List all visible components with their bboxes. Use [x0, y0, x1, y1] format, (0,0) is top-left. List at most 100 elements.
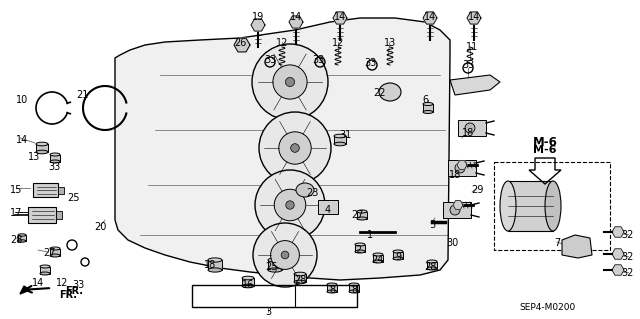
Polygon shape: [333, 12, 347, 24]
Ellipse shape: [294, 272, 306, 276]
Ellipse shape: [294, 280, 306, 284]
Text: 14: 14: [334, 12, 346, 22]
Text: 18: 18: [449, 170, 461, 180]
Ellipse shape: [373, 253, 383, 256]
Ellipse shape: [334, 134, 346, 138]
Circle shape: [281, 251, 289, 259]
Ellipse shape: [208, 268, 222, 272]
Bar: [334, 136, 346, 144]
Bar: [427, 262, 437, 269]
Bar: [327, 285, 337, 292]
Polygon shape: [289, 16, 303, 28]
Text: 2: 2: [355, 245, 361, 255]
Text: 14: 14: [424, 12, 436, 22]
Bar: [56, 211, 62, 219]
Text: 10: 10: [16, 95, 28, 105]
Ellipse shape: [50, 254, 60, 257]
Text: 14: 14: [468, 12, 480, 22]
Polygon shape: [612, 227, 624, 237]
Text: 14: 14: [16, 135, 28, 145]
Text: 24: 24: [371, 255, 383, 265]
Bar: [36, 144, 48, 152]
Ellipse shape: [36, 150, 48, 154]
Text: 19: 19: [252, 12, 264, 22]
Text: 13: 13: [384, 38, 396, 48]
Text: 27: 27: [44, 248, 56, 258]
Polygon shape: [612, 265, 624, 275]
Text: 25: 25: [266, 262, 278, 272]
Text: FR.: FR.: [59, 290, 77, 300]
Bar: [448, 160, 476, 176]
Ellipse shape: [355, 250, 365, 253]
Text: 32: 32: [622, 252, 634, 262]
Text: 13: 13: [28, 152, 40, 162]
Bar: [192, 285, 357, 307]
Text: 29: 29: [471, 185, 483, 195]
Polygon shape: [467, 12, 481, 24]
Bar: [242, 278, 254, 286]
Circle shape: [279, 132, 311, 164]
Ellipse shape: [327, 290, 337, 293]
Polygon shape: [115, 18, 450, 280]
Ellipse shape: [500, 181, 516, 231]
Ellipse shape: [50, 160, 60, 163]
Bar: [50, 154, 60, 161]
Bar: [357, 211, 367, 219]
Text: 8: 8: [351, 285, 357, 295]
Bar: [58, 187, 63, 194]
Ellipse shape: [427, 260, 437, 263]
Text: 30: 30: [446, 238, 458, 248]
Bar: [294, 274, 306, 282]
Text: 21: 21: [76, 90, 88, 100]
Ellipse shape: [268, 258, 282, 262]
Text: 28: 28: [10, 235, 22, 245]
Polygon shape: [234, 38, 250, 52]
Ellipse shape: [355, 243, 365, 246]
Text: SEP4-M0200: SEP4-M0200: [520, 303, 576, 312]
Polygon shape: [423, 12, 437, 24]
Text: 5: 5: [429, 220, 435, 230]
Text: 32: 32: [622, 230, 634, 240]
Text: 12: 12: [56, 278, 68, 288]
Circle shape: [450, 205, 460, 215]
Bar: [443, 202, 471, 218]
Text: 33: 33: [48, 162, 60, 172]
Polygon shape: [251, 19, 265, 31]
Text: FR.: FR.: [65, 286, 83, 296]
Circle shape: [255, 170, 325, 240]
Ellipse shape: [393, 257, 403, 260]
Ellipse shape: [357, 217, 367, 220]
Text: 15: 15: [10, 185, 22, 195]
Text: 18: 18: [462, 128, 474, 138]
Bar: [28, 207, 56, 223]
Text: 26: 26: [234, 38, 246, 48]
Ellipse shape: [334, 142, 346, 146]
Text: 3: 3: [265, 307, 271, 317]
Bar: [458, 120, 486, 136]
Text: 28: 28: [294, 275, 306, 285]
Bar: [40, 266, 50, 273]
Text: 27: 27: [352, 210, 364, 220]
Bar: [50, 249, 60, 256]
Text: 33: 33: [364, 58, 376, 68]
Text: M-6: M-6: [533, 145, 557, 155]
Ellipse shape: [545, 181, 561, 231]
Text: 16: 16: [242, 280, 254, 290]
Polygon shape: [457, 161, 467, 169]
Circle shape: [252, 44, 328, 120]
Ellipse shape: [393, 250, 403, 253]
Ellipse shape: [357, 210, 367, 213]
Text: 14: 14: [32, 278, 44, 288]
Text: 14: 14: [290, 12, 302, 22]
Circle shape: [273, 65, 307, 99]
Bar: [494, 162, 610, 250]
Ellipse shape: [50, 247, 60, 250]
Text: 17: 17: [10, 208, 22, 218]
Ellipse shape: [40, 272, 50, 275]
Circle shape: [465, 123, 475, 133]
Text: 4: 4: [325, 205, 331, 215]
Text: 22: 22: [374, 88, 387, 98]
Bar: [423, 104, 433, 112]
Ellipse shape: [208, 258, 222, 262]
Ellipse shape: [349, 290, 359, 293]
